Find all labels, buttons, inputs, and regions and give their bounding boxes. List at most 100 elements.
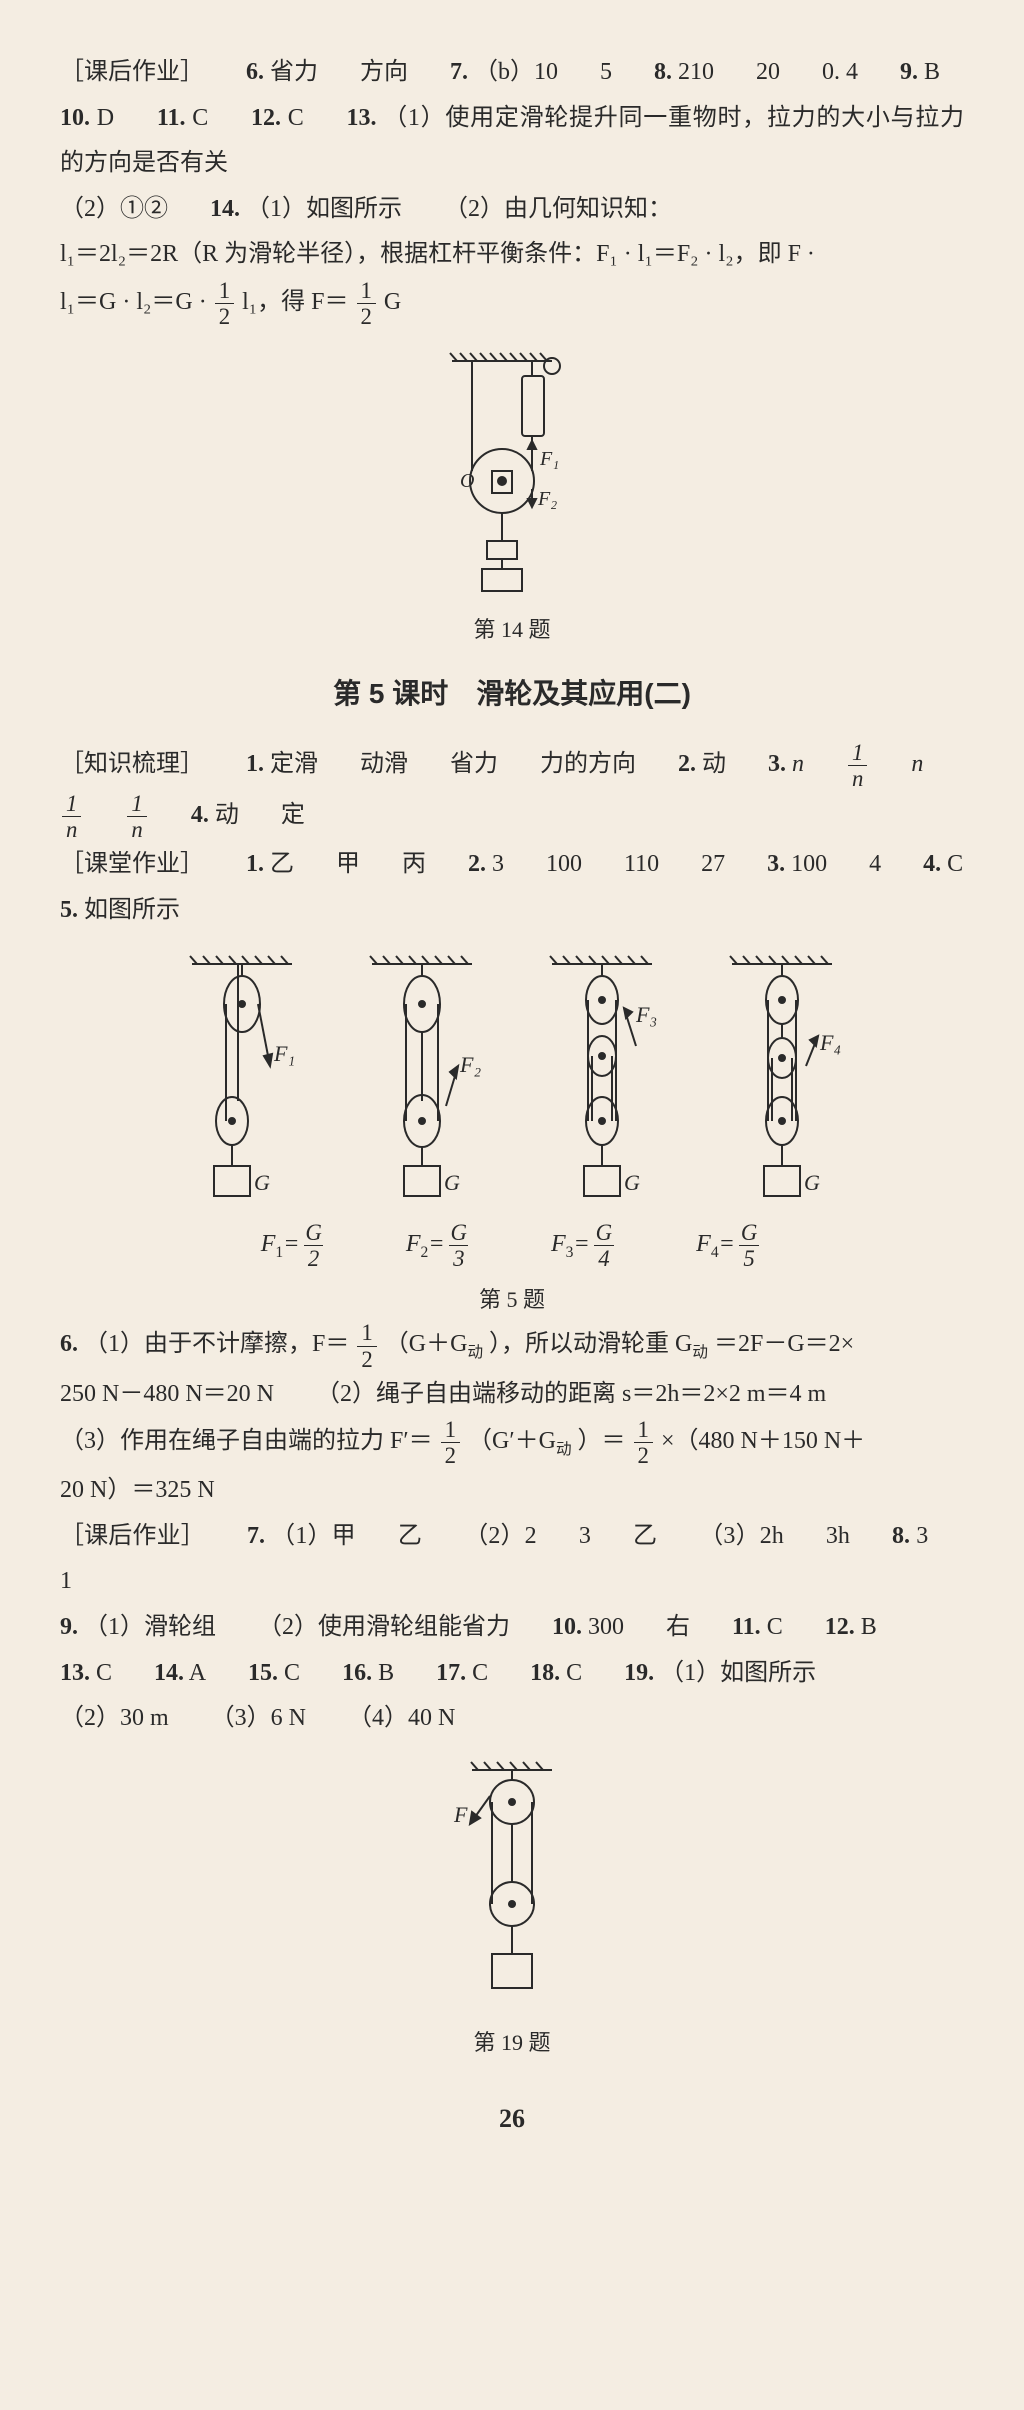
b5-q7-1: （1）甲 (271, 1523, 356, 1549)
kt-q2d: 27 (701, 851, 725, 877)
figure-5-formulas: F1=G2 F2=G3 F3=G4 F4=G5 (60, 1220, 964, 1271)
pulley-1: F₁ G (182, 946, 302, 1216)
kt-q5: 5. (60, 897, 78, 923)
b5-q8: 8. (892, 1523, 910, 1549)
b5-q13: 13. (60, 1660, 90, 1686)
q14n: 14. (210, 196, 240, 222)
p-zhishi-2: 1 n 1 n 4. 动 定 (60, 791, 964, 842)
pulley-2-svg: F₂ G (362, 946, 482, 1216)
frac-1n-c: 1 n (127, 791, 146, 842)
p-q6-3: （3）作用在绳子自由端的拉力 F′＝ 1 2 （G′＋G动 ）＝ 1 2 ×（4… (60, 1417, 964, 1468)
fn: G (737, 1220, 761, 1245)
b5-q17a: C (472, 1660, 488, 1686)
p-q6-2: 250 N－480 N＝20 N （2）绳子自由端移动的距离 s＝2h＝2×2 … (60, 1372, 964, 1418)
p-ketang-1: ［课堂作业］ 1. 乙 甲 丙 2. 3 100 110 27 3. 100 4… (60, 842, 964, 888)
b5-q19: 19. (624, 1660, 654, 1686)
pulley-1-svg: F₁ G (182, 946, 302, 1216)
den: 2 (357, 1346, 376, 1372)
svg-text:O: O (460, 470, 474, 492)
kt-q2: 2. (468, 851, 486, 877)
z-q3b: n (911, 751, 923, 777)
kt-q1a: 乙 (270, 851, 294, 877)
fe: = (573, 1231, 589, 1257)
num: 1 (357, 278, 376, 303)
q9a: B (924, 59, 940, 85)
formula-2: F2=G3 (406, 1220, 473, 1271)
den: n (127, 816, 146, 842)
kt-q3a: 100 (791, 851, 827, 877)
p-q6-1: 6. （1）由于不计摩擦，F＝ 1 2 （G＋G动 ），所以动滑轮重 G动 ＝2… (60, 1320, 964, 1371)
q10a: D (97, 105, 114, 131)
z-q1a: 定滑 (270, 751, 318, 777)
b4-q6-2: （2）绳子自由端移动的距离 s＝2h＝2×2 m＝4 m (316, 1381, 826, 1407)
q7b: 5 (600, 59, 612, 85)
fe: = (719, 1231, 735, 1257)
fe: = (283, 1231, 299, 1257)
b5-q9-1: （1）滑轮组 (84, 1614, 216, 1640)
b5-q17: 17. (436, 1660, 466, 1686)
figure-5-row: F₁ G (60, 946, 964, 1216)
p-kehou-4: l₁＝2l₂＝2R（R 为滑轮半径），根据杠杆平衡条件：F₁ · l₁＝F₂ ·… (60, 232, 964, 278)
p-zhishi-1: ［知识梳理］ 1. 定滑 动滑 省力 力的方向 2. 动 3. n 1 n n (60, 740, 964, 791)
q6a: 省力 (270, 59, 318, 85)
b5-q9: 9. (60, 1614, 78, 1640)
f4-label: F₄ (819, 1030, 841, 1055)
section-title: 第 5 课时 滑轮及其应用(二) (60, 667, 964, 720)
q14-2pre: （2）由几何知识知： (444, 196, 672, 222)
den: n (848, 765, 867, 791)
formula-1: F1=G2 (261, 1220, 328, 1271)
b4-line4: 20 N）＝325 N (60, 1477, 215, 1503)
b5-q7-1b: 乙 (398, 1523, 422, 1549)
q6n: 6. (246, 59, 264, 85)
b5-q14: 14. (154, 1660, 184, 1686)
z-q1d: 力的方向 (540, 751, 636, 777)
figure-19: F 第 19 题 (60, 1754, 964, 2064)
fs: 4 (711, 1243, 719, 1260)
kt-q3: 3. (767, 851, 785, 877)
b5-q12a: B (861, 1614, 877, 1640)
pulley-3-svg: F₃ G (542, 946, 662, 1216)
label-kehou: ［课后作业］ (60, 59, 204, 85)
kt-q2a: 3 (492, 851, 504, 877)
kt-q1b: 甲 (336, 851, 360, 877)
num: 1 (215, 278, 234, 303)
q13n: 13. (346, 105, 376, 131)
figure-14: F₁ F₂ O 第 14 题 (60, 341, 964, 651)
p-b5-4: （2）30 m （3）6 N （4）40 N (60, 1696, 964, 1742)
frac-half-c: 1 2 (357, 1320, 376, 1371)
q10n: 10. (60, 105, 90, 131)
p-kehou-3: （2）①② 14. （1）如图所示 （2）由几何知识知： (60, 187, 964, 233)
p-b5-3: 13. C 14. A 15. C 16. B 17. C 18. C 19. … (60, 1651, 964, 1697)
b5-q14a: A (189, 1660, 206, 1686)
fd: 3 (449, 1245, 468, 1271)
p-kehou-5: l₁＝G · l₂＝G · 1 2 l₁，得 F＝ 1 2 G (60, 278, 964, 329)
b4-q6-3a: （3）作用在绳子自由端的拉力 F′＝ (60, 1428, 433, 1454)
p-kehou-2: 10. D 11. C 12. C 13. （1）使用定滑轮提升同一重物时，拉力… (60, 96, 964, 187)
den: 2 (215, 303, 234, 329)
f3-label: F₃ (635, 1002, 657, 1027)
svg-text:F₂: F₂ (537, 488, 557, 510)
formula-4: F4=G5 (696, 1220, 763, 1271)
kt-q5a: 如图所示 (84, 897, 180, 923)
f2-label: F₂ (459, 1052, 481, 1077)
pulley-2: F₂ G (362, 946, 482, 1216)
g3-label: G (624, 1170, 640, 1195)
fe: = (428, 1231, 444, 1257)
b5-q18: 18. (530, 1660, 560, 1686)
b5-q15: 15. (248, 1660, 278, 1686)
den: 2 (441, 1442, 460, 1468)
sub-dong-3: 动 (556, 1441, 572, 1458)
b5-q8b: 1 (60, 1568, 72, 1594)
g1-label: G (254, 1170, 270, 1195)
num: 1 (634, 1417, 653, 1442)
num: 1 (848, 740, 867, 765)
b5-q19-2: （2）30 m (60, 1705, 169, 1731)
b5-q19-3: （3）6 N (211, 1705, 306, 1731)
q11a: C (192, 105, 208, 131)
z-q3a: n (792, 751, 804, 777)
b4-q6-3d: ×（480 N＋150 N＋ (661, 1428, 865, 1454)
document-content: ［课后作业］ 6. 省力 方向 7. （b）10 5 8. 210 20 0. … (60, 50, 964, 2143)
fn: G (592, 1220, 616, 1245)
b4-q6-3c: ）＝ (578, 1428, 626, 1454)
label-zhishi: ［知识梳理］ (60, 751, 204, 777)
